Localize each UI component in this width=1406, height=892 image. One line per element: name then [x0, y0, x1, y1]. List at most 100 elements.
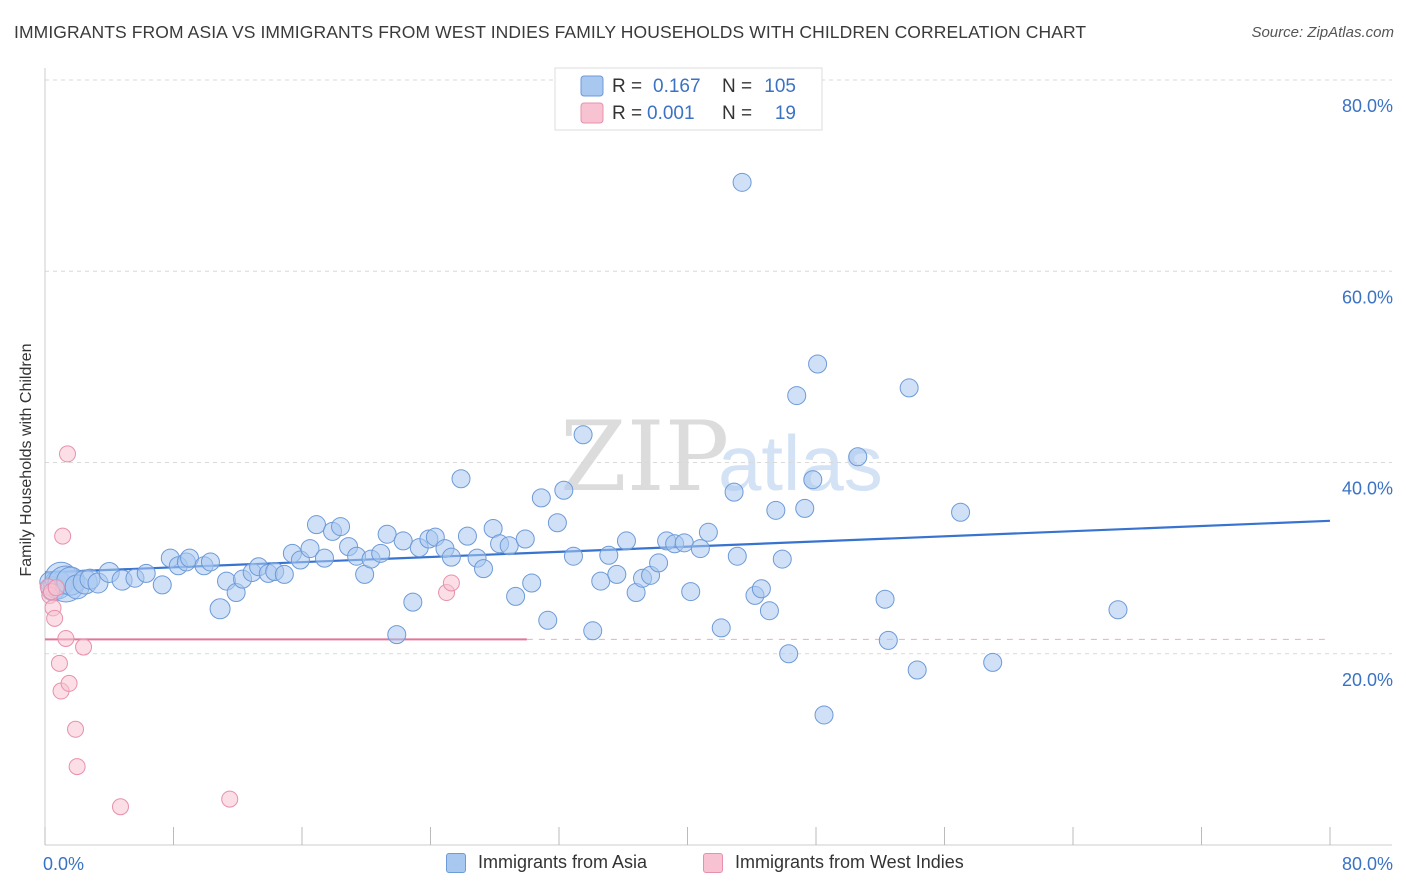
data-point-west-indies: [60, 674, 78, 692]
data-point-west-indies: [75, 638, 93, 656]
legend-r-label-west-indies: R =: [612, 103, 642, 124]
data-point-asia: [499, 536, 519, 556]
legend-label-asia: Immigrants from Asia: [478, 852, 648, 872]
data-point-asia: [573, 425, 593, 445]
legend-n-value-asia: 105: [764, 76, 796, 97]
data-point-asia: [674, 533, 694, 553]
legend-n-label-asia: N =: [722, 76, 752, 97]
data-point-west-indies: [442, 574, 460, 592]
legend-item-asia: Immigrants from Asia: [446, 852, 647, 873]
data-point-west-indies: [54, 527, 72, 545]
data-point-asia: [522, 573, 542, 593]
data-point-asia: [751, 579, 771, 599]
data-point-asia: [136, 563, 156, 583]
data-point-west-indies: [46, 609, 64, 627]
data-point-west-indies: [221, 790, 239, 808]
data-point-asia: [848, 447, 868, 467]
data-point-west-indies: [68, 758, 86, 776]
data-point-asia: [907, 660, 927, 680]
data-point-asia: [554, 480, 574, 500]
data-point-asia: [538, 610, 558, 630]
data-point-asia: [779, 644, 799, 664]
data-point-asia: [727, 546, 747, 566]
tick-labels: 20.0% 40.0% 60.0% 80.0% 0.0% 80.0%: [43, 96, 1393, 874]
data-point-west-indies: [111, 798, 129, 816]
series-legend: Immigrants from Asia Immigrants from Wes…: [0, 852, 1406, 878]
legend-label-west-indies: Immigrants from West Indies: [735, 852, 964, 872]
watermark-zip: ZIP: [560, 401, 729, 513]
data-point-asia: [808, 354, 828, 374]
legend-r-value-asia: 0.167: [653, 76, 701, 97]
data-point-asia: [875, 589, 895, 609]
data-points: [39, 172, 1128, 816]
data-point-asia: [772, 549, 792, 569]
data-point-asia: [583, 621, 603, 641]
watermark: ZIP atlas: [560, 401, 883, 513]
y-tick-label: 60.0%: [1342, 287, 1393, 307]
data-point-west-indies: [47, 579, 65, 597]
y-tick-label: 20.0%: [1342, 670, 1393, 690]
data-point-asia: [152, 575, 172, 595]
correlation-legend: R = 0.167 N = 105 R = 0.001 N = 19: [554, 67, 823, 131]
y-tick-label: 80.0%: [1342, 96, 1393, 116]
data-point-asia: [649, 553, 669, 573]
data-point-asia: [690, 539, 710, 559]
data-point-asia: [547, 513, 567, 533]
data-point-asia: [1108, 600, 1128, 620]
data-point-asia: [983, 652, 1003, 672]
data-point-asia: [607, 564, 627, 584]
y-tick-label: 40.0%: [1342, 479, 1393, 499]
data-point-asia: [300, 539, 320, 559]
data-point-asia: [474, 559, 494, 579]
data-point-asia: [899, 378, 919, 398]
legend-swatch-west-indies-bottom: [703, 852, 723, 873]
x-tick-label: 0.0%: [43, 854, 84, 874]
legend-item-west-indies: Immigrants from West Indies: [703, 852, 964, 873]
data-point-asia: [457, 526, 477, 546]
data-point-asia: [209, 598, 231, 620]
data-point-asia: [759, 601, 779, 621]
axes: [44, 68, 1392, 846]
data-point-asia: [331, 517, 351, 537]
legend-n-label-west-indies: N =: [722, 103, 752, 124]
legend-n-value-west-indies: 19: [775, 103, 796, 124]
data-point-asia: [711, 618, 731, 638]
data-point-asia: [506, 586, 526, 606]
data-point-asia: [515, 529, 535, 549]
data-point-asia: [393, 531, 413, 551]
data-point-west-indies: [57, 629, 75, 647]
data-point-asia: [766, 500, 786, 520]
chart-title: IMMIGRANTS FROM ASIA VS IMMIGRANTS FROM …: [14, 22, 1087, 42]
data-point-asia: [451, 469, 471, 489]
data-point-west-indies: [50, 654, 68, 672]
legend-r-label-asia: R =: [612, 76, 642, 97]
legend-swatch-asia: [580, 75, 604, 97]
data-point-asia: [314, 548, 334, 568]
data-point-asia: [591, 571, 611, 591]
data-point-asia: [531, 488, 551, 508]
data-point-asia: [371, 543, 391, 563]
data-point-asia: [795, 498, 815, 518]
data-point-asia: [724, 482, 744, 502]
legend-swatch-west-indies: [580, 102, 604, 124]
data-point-asia: [200, 552, 220, 572]
data-point-asia: [274, 564, 294, 584]
data-point-asia: [814, 705, 834, 725]
data-point-asia: [787, 386, 807, 406]
data-point-asia: [951, 502, 971, 522]
data-point-asia: [403, 592, 423, 612]
legend-r-value-west-indies: 0.001: [647, 103, 695, 124]
data-point-asia: [563, 546, 583, 566]
data-point-west-indies: [67, 720, 85, 738]
legend-swatch-asia-bottom: [446, 852, 466, 873]
x-tick-label: 80.0%: [1342, 854, 1393, 874]
data-point-asia: [681, 582, 701, 602]
data-point-asia: [441, 547, 461, 567]
data-point-asia: [599, 545, 619, 565]
data-point-asia: [878, 630, 898, 650]
data-point-asia: [377, 524, 397, 544]
data-point-asia: [732, 172, 752, 192]
data-point-asia: [803, 470, 823, 490]
data-point-asia: [306, 515, 326, 535]
